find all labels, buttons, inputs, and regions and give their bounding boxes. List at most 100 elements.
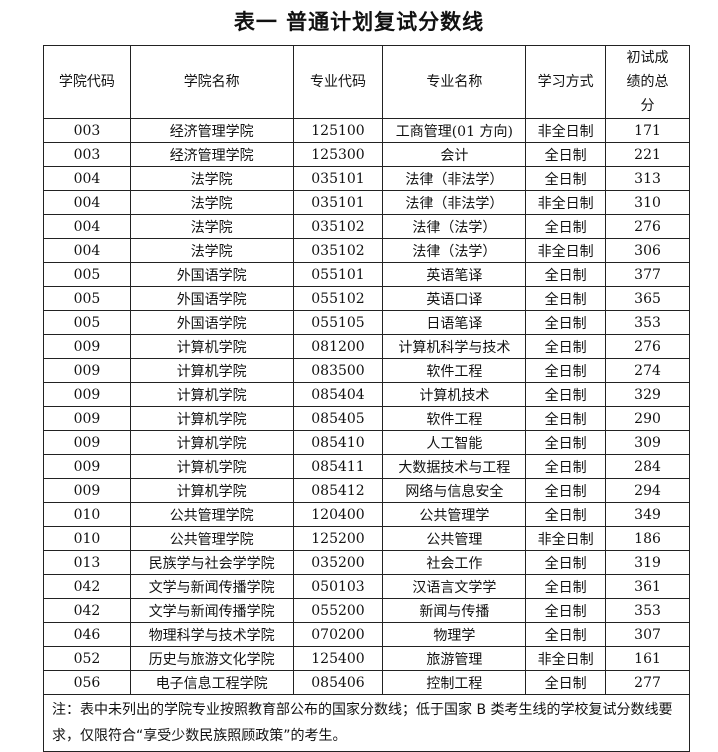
table-row: 056 电子信息工程学院 085406 控制工程 全日制 277 <box>43 670 690 695</box>
cell-study-mode: 全日制 <box>525 430 607 455</box>
cell-total-score: 284 <box>605 454 690 479</box>
cell-major-code: 055105 <box>292 310 384 335</box>
cell-major-code: 055200 <box>292 598 384 623</box>
cell-college-name: 法学院 <box>129 190 294 215</box>
cell-college-name: 外国语学院 <box>129 262 294 287</box>
cell-total-score: 377 <box>605 262 690 287</box>
cell-study-mode: 全日制 <box>525 406 607 431</box>
cell-major-name: 法律（非法学） <box>382 166 527 191</box>
cell-college-name: 历史与旅游文化学院 <box>129 646 294 671</box>
cell-major-name: 旅游管理 <box>382 646 527 671</box>
cell-total-score: 353 <box>605 310 690 335</box>
cell-major-code: 035102 <box>292 238 384 263</box>
cell-major-code: 050103 <box>292 574 384 599</box>
cell-major-code: 085410 <box>292 430 384 455</box>
cell-study-mode: 非全日制 <box>525 118 607 143</box>
header-major-name: 专业名称 <box>382 45 527 119</box>
table-row: 004 法学院 035101 法律（非法学） 非全日制 310 <box>43 190 690 215</box>
cell-major-name: 工商管理(01 方向) <box>382 118 527 143</box>
header-college-code: 学院代码 <box>43 45 131 119</box>
table-row: 009 计算机学院 083500 软件工程 全日制 274 <box>43 358 690 383</box>
cell-study-mode: 全日制 <box>525 478 607 503</box>
cell-college-name: 计算机学院 <box>129 478 294 503</box>
cell-total-score: 310 <box>605 190 690 215</box>
cell-major-code: 035101 <box>292 166 384 191</box>
cell-total-score: 319 <box>605 550 690 575</box>
cell-college-code: 052 <box>43 646 131 671</box>
cell-college-name: 文学与新闻传播学院 <box>129 598 294 623</box>
cell-college-name: 外国语学院 <box>129 310 294 335</box>
cell-college-name: 法学院 <box>129 238 294 263</box>
cell-major-code: 125300 <box>292 142 384 167</box>
cell-college-name: 经济管理学院 <box>129 118 294 143</box>
cell-major-name: 控制工程 <box>382 670 527 695</box>
cell-major-code: 085406 <box>292 670 384 695</box>
header-row: 学院代码 学院名称 专业代码 专业名称 学习方式 初试成绩的总分 <box>43 45 690 119</box>
cell-study-mode: 非全日制 <box>525 646 607 671</box>
cell-college-code: 005 <box>43 286 131 311</box>
cell-study-mode: 全日制 <box>525 310 607 335</box>
table-row: 013 民族学与社会学学院 035200 社会工作 全日制 319 <box>43 550 690 575</box>
cell-major-code: 083500 <box>292 358 384 383</box>
cell-total-score: 365 <box>605 286 690 311</box>
table-row: 009 计算机学院 085411 大数据技术与工程 全日制 284 <box>43 454 690 479</box>
cell-major-name: 会计 <box>382 142 527 167</box>
cell-college-name: 民族学与社会学学院 <box>129 550 294 575</box>
table-row: 042 文学与新闻传播学院 050103 汉语言文学学 全日制 361 <box>43 574 690 599</box>
cell-college-name: 经济管理学院 <box>129 142 294 167</box>
cell-college-name: 计算机学院 <box>129 430 294 455</box>
table-row: 009 计算机学院 085404 计算机技术 全日制 329 <box>43 382 690 407</box>
cell-major-name: 物理学 <box>382 622 527 647</box>
cell-college-name: 公共管理学院 <box>129 526 294 551</box>
cell-college-code: 009 <box>43 478 131 503</box>
cell-college-code: 010 <box>43 502 131 527</box>
cell-total-score: 274 <box>605 358 690 383</box>
cell-major-code: 035200 <box>292 550 384 575</box>
cell-major-code: 125200 <box>292 526 384 551</box>
cell-college-code: 009 <box>43 454 131 479</box>
cell-study-mode: 非全日制 <box>525 238 607 263</box>
cell-major-code: 085412 <box>292 478 384 503</box>
table-row: 009 计算机学院 085412 网络与信息安全 全日制 294 <box>43 478 690 503</box>
cell-total-score: 329 <box>605 382 690 407</box>
cell-college-code: 005 <box>43 262 131 287</box>
table-row: 003 经济管理学院 125100 工商管理(01 方向) 非全日制 171 <box>43 118 690 143</box>
cell-study-mode: 全日制 <box>525 502 607 527</box>
cell-college-name: 电子信息工程学院 <box>129 670 294 695</box>
cell-major-name: 社会工作 <box>382 550 527 575</box>
cell-study-mode: 全日制 <box>525 550 607 575</box>
cell-college-code: 013 <box>43 550 131 575</box>
cell-total-score: 186 <box>605 526 690 551</box>
table-row: 004 法学院 035101 法律（非法学） 全日制 313 <box>43 166 690 191</box>
cell-study-mode: 全日制 <box>525 358 607 383</box>
cell-college-code: 042 <box>43 574 131 599</box>
cell-total-score: 307 <box>605 622 690 647</box>
cell-total-score: 277 <box>605 670 690 695</box>
cell-college-code: 005 <box>43 310 131 335</box>
cell-major-name: 计算机技术 <box>382 382 527 407</box>
cell-major-code: 070200 <box>292 622 384 647</box>
cell-study-mode: 全日制 <box>525 334 607 359</box>
cell-college-name: 计算机学院 <box>129 334 294 359</box>
cell-study-mode: 全日制 <box>525 142 607 167</box>
cell-college-code: 009 <box>43 382 131 407</box>
cell-major-code: 125400 <box>292 646 384 671</box>
cell-college-code: 056 <box>43 670 131 695</box>
cell-major-name: 软件工程 <box>382 358 527 383</box>
cell-major-code: 055102 <box>292 286 384 311</box>
table-row: 009 计算机学院 085410 人工智能 全日制 309 <box>43 430 690 455</box>
cell-college-code: 004 <box>43 238 131 263</box>
cell-study-mode: 非全日制 <box>525 526 607 551</box>
cell-college-name: 计算机学院 <box>129 454 294 479</box>
cell-major-name: 法律（法学） <box>382 238 527 263</box>
cell-college-name: 外国语学院 <box>129 286 294 311</box>
table-row: 005 外国语学院 055105 日语笔译 全日制 353 <box>43 310 690 335</box>
cell-major-code: 035101 <box>292 190 384 215</box>
cell-study-mode: 全日制 <box>525 166 607 191</box>
cell-study-mode: 全日制 <box>525 574 607 599</box>
cell-college-code: 046 <box>43 622 131 647</box>
note-row: 注：表中未列出的学院专业按照教育部公布的国家分数线；低于国家 B 类考生线的学校… <box>43 694 690 752</box>
cell-major-name: 大数据技术与工程 <box>382 454 527 479</box>
cell-college-name: 法学院 <box>129 214 294 239</box>
cell-college-code: 004 <box>43 166 131 191</box>
